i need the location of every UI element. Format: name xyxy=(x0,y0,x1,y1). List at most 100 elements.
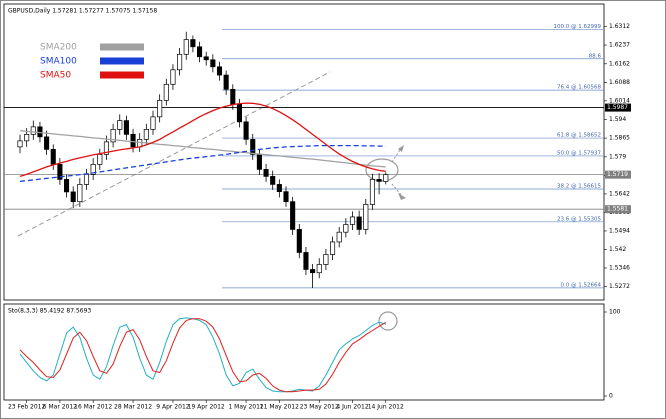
candle-body xyxy=(363,204,369,230)
series-line xyxy=(19,129,386,168)
candle-body xyxy=(243,121,249,140)
legend-swatch xyxy=(100,71,144,79)
x-tick-label: 23 May 2012 xyxy=(300,404,339,411)
candle-body xyxy=(216,66,223,76)
candle-body xyxy=(157,99,163,118)
y-tick-label: 1.5494 xyxy=(609,227,630,234)
candle-body xyxy=(336,231,342,243)
y-tick-label: 1.6312 xyxy=(609,23,630,30)
candle-body xyxy=(57,164,63,180)
candle-body xyxy=(236,103,243,123)
candle-body xyxy=(290,201,296,230)
candle-body xyxy=(177,53,183,71)
y-tick-label: 1.6237 xyxy=(609,42,630,49)
trend-line xyxy=(17,71,331,237)
y-tick-label: 1.5642 xyxy=(609,190,630,197)
candle-body xyxy=(150,116,156,130)
price-box-label: 1.5719 xyxy=(607,171,628,178)
candle-body xyxy=(330,241,336,255)
candle-body xyxy=(256,154,262,170)
y-tick-label: 1.5346 xyxy=(609,264,630,271)
x-tick-label: 9 Apr 2012 xyxy=(156,404,189,411)
candle-body xyxy=(230,88,236,105)
oscillator-title: Sto(8,3,3) 85.4192 87.5693 xyxy=(8,308,91,315)
candle-body xyxy=(190,39,196,48)
x-tick-label: 6 Mar 2012 xyxy=(43,404,77,411)
candle-body xyxy=(63,179,70,193)
candle-body xyxy=(123,120,129,135)
candle-body xyxy=(143,129,149,140)
x-tick-label: 23 Feb 2012 xyxy=(8,404,46,411)
candle-body xyxy=(110,129,116,143)
price-box xyxy=(605,205,631,214)
x-tick-label: 19 Apr 2012 xyxy=(188,404,225,411)
candle-body xyxy=(210,59,216,68)
y-tick-label: 100 xyxy=(609,309,621,316)
candle-body xyxy=(349,216,356,225)
price-box xyxy=(605,170,631,179)
candle-body xyxy=(70,191,76,203)
candle-body xyxy=(276,184,282,193)
legend-label: SMA100 xyxy=(40,57,77,67)
candle-body xyxy=(203,56,209,61)
y-tick-label: 1.6014 xyxy=(609,97,630,104)
candle-body xyxy=(343,224,349,233)
y-tick-label: 1.594 xyxy=(609,116,626,123)
arrow xyxy=(391,149,401,163)
x-tick-label: 28 Mar 2012 xyxy=(114,404,152,411)
y-tick-label: 1.5865 xyxy=(609,135,630,142)
x-tick-label: 14 Jun 2012 xyxy=(368,404,404,411)
candle-body xyxy=(323,254,329,265)
fib-label: 100.0 @ 1.62999 xyxy=(554,24,602,30)
candle-body xyxy=(30,126,36,135)
fib-label: 0.0 @ 1.52664 xyxy=(561,282,602,288)
y-tick-label: 0 xyxy=(609,393,613,400)
price-box xyxy=(605,103,631,112)
candle-body xyxy=(283,191,289,203)
x-tick-label: 16 Mar 2012 xyxy=(74,404,112,411)
highlight-circle xyxy=(365,158,399,182)
candle-body xyxy=(50,149,56,165)
arrow-head xyxy=(398,145,404,152)
y-tick-label: 1.6162 xyxy=(609,60,630,67)
candle-body xyxy=(90,164,96,175)
series-line xyxy=(19,102,386,178)
candle-body xyxy=(303,252,309,270)
fib-label: 50.0 @ 1.57937 xyxy=(557,150,601,156)
legend-swatch xyxy=(100,57,144,65)
x-tick-label: 4 Jun 2012 xyxy=(336,404,368,411)
price-box-label: 1.5581 xyxy=(607,206,628,213)
candle-body xyxy=(316,264,322,274)
candle-body xyxy=(83,174,90,185)
candle-body xyxy=(296,229,302,253)
fib-label: 23.6 @ 1.55305 xyxy=(557,216,601,222)
candle-body xyxy=(117,120,123,130)
y-tick-label: 1.542 xyxy=(609,246,626,253)
highlight-circle xyxy=(378,311,398,331)
y-tick-label: 1.579 xyxy=(609,153,626,160)
fib-label: 38.2 @ 1.56615 xyxy=(557,184,601,190)
legend-label: SMA50 xyxy=(40,71,71,81)
series-line xyxy=(19,317,386,393)
candle-body xyxy=(369,179,376,205)
candle-body xyxy=(163,83,169,101)
candle-body xyxy=(97,154,103,165)
price-box-label: 1.5987 xyxy=(607,104,628,111)
series-line xyxy=(19,318,387,393)
fib-label: 61.8 @ 1.58652 xyxy=(557,133,601,139)
legend-label: SMA200 xyxy=(40,43,77,53)
main-panel xyxy=(3,3,605,301)
candle-body xyxy=(103,141,110,155)
candle-body xyxy=(170,69,176,85)
candle-body xyxy=(183,39,189,55)
y-tick-label: 1.6088 xyxy=(609,79,630,86)
candle-body xyxy=(356,216,362,230)
candle-body xyxy=(383,174,389,182)
candle-body xyxy=(223,74,229,90)
series-line xyxy=(19,144,386,183)
candle-body xyxy=(250,139,256,155)
arrow xyxy=(391,183,403,197)
candle-body xyxy=(44,136,50,150)
fib-label: 88.6 xyxy=(589,53,602,59)
